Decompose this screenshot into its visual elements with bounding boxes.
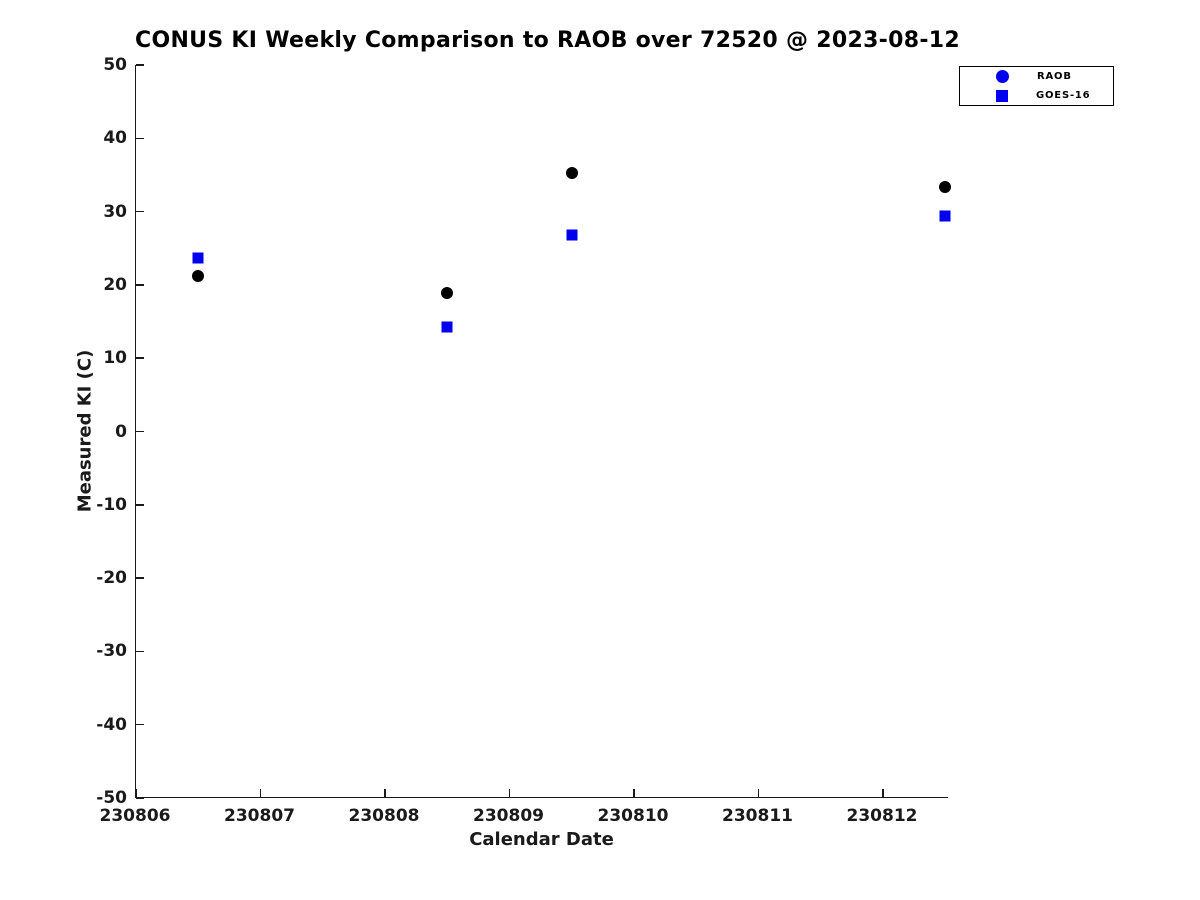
data-point-goes-16: [441, 321, 453, 333]
y-tick-label: -20: [96, 568, 127, 589]
y-tick-label: 30: [103, 201, 127, 222]
y-tick-mark: [136, 430, 144, 433]
x-tick-mark: [633, 789, 635, 797]
x-tick-label: 230808: [348, 806, 420, 826]
y-tick-mark: [136, 284, 144, 286]
y-tick-mark: [136, 64, 144, 66]
goes16-square-marker-icon: [996, 89, 1008, 102]
x-tick-mark: [882, 789, 884, 797]
y-tick-mark: [136, 650, 144, 653]
x-axis-label: Calendar Date: [469, 829, 614, 850]
x-tick-label: 230809: [473, 806, 544, 826]
y-tick-label: -40: [96, 714, 127, 735]
x-tick-mark: [135, 789, 137, 797]
legend-label-goes16: GOES-16: [1036, 90, 1091, 101]
y-tick-mark: [136, 357, 144, 359]
x-tick-label: 230811: [722, 806, 793, 826]
data-point-raob: [939, 180, 952, 193]
legend-item-raob: RAOB: [960, 67, 1113, 86]
x-tick-mark: [384, 789, 386, 797]
y-axis-label: Measured KI (C): [74, 349, 96, 513]
y-tick-mark: [136, 797, 144, 799]
y-tick-label: -50: [96, 788, 127, 808]
y-tick-label: -10: [96, 494, 127, 515]
y-tick-label: 40: [103, 128, 127, 149]
x-tick-mark: [259, 789, 262, 797]
x-tick-label: 230807: [224, 806, 295, 826]
legend-item-goes16: GOES-16: [960, 86, 1113, 105]
y-tick-mark: [136, 210, 144, 213]
plot-area: [135, 64, 952, 799]
y-tick-mark: [136, 504, 144, 506]
data-point-raob: [192, 270, 205, 283]
y-tick-label: 10: [103, 348, 127, 369]
data-point-goes-16: [192, 252, 204, 264]
x-tick-label: 230806: [99, 806, 171, 826]
data-point-goes-16: [566, 229, 578, 241]
x-tick-label: 230812: [846, 806, 918, 826]
y-tick-mark: [136, 577, 144, 579]
data-point-raob: [441, 286, 454, 299]
y-tick-mark: [136, 137, 144, 140]
chart-title: CONUS KI Weekly Comparison to RAOB over …: [135, 28, 960, 53]
y-tick-label: 50: [103, 55, 127, 75]
data-point-raob: [565, 166, 578, 179]
x-tick-label: 230810: [597, 806, 669, 826]
x-tick-mark: [508, 789, 511, 797]
y-tick-label: 20: [103, 274, 127, 295]
y-tick-mark: [136, 723, 144, 726]
x-tick-mark: [757, 789, 760, 797]
data-point-goes-16: [939, 210, 951, 222]
legend: RAOB GOES-16: [959, 66, 1114, 106]
legend-label-raob: RAOB: [1037, 71, 1072, 82]
raob-circle-marker-icon: [996, 70, 1009, 83]
y-tick-label: 0: [115, 421, 127, 442]
y-tick-label: -30: [96, 641, 127, 662]
